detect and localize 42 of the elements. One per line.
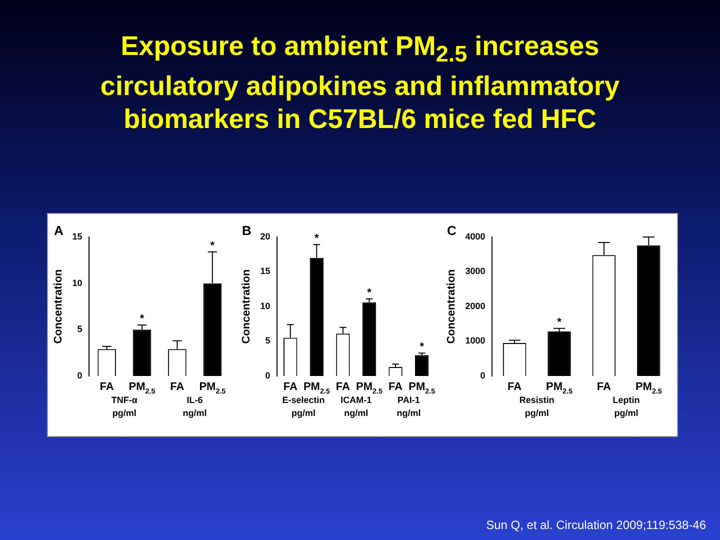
text: Resistin pg/ml [519,395,554,418]
y-tick-label: 15 [72,231,82,242]
data-label: * [210,240,216,252]
y-tick-label: 0 [480,370,486,380]
text: IL-6 ng/ml [182,395,207,418]
text: ICAM-1 ng/ml [340,395,372,418]
y-tick-label: 10 [260,300,270,311]
chart-subtitle: C [447,223,457,238]
y-tick-label: 1000 [465,336,486,346]
x-tick-label: FA [336,381,350,393]
y-tick-label: 2000 [465,300,486,311]
chart-subtitle: B [242,223,252,238]
data-label: * [420,341,425,354]
y-tick-label: 0 [77,370,82,380]
y-tick-label: 10 [72,278,82,288]
chart-subtitle: A [54,223,64,238]
y-tick-label: 0 [265,370,270,380]
text: Exposure to ambient PM$_{2.5}$ increases circulatory adipokines and inflammatory biomarkers in C57BL/6 mice fed HFC [99,30,621,136]
y-tick-label: 5 [77,324,82,334]
x-tick-label: FA [388,381,403,393]
data-label: * [557,316,562,328]
x-tick-label: FA [508,381,522,393]
text: Sun Q, et al. Circulation 2009;119:538-46 [486,518,706,532]
y-axis-title: Concentration [52,268,65,344]
text: TNF-α pg/ml [111,395,138,418]
x-tick-label: FA [283,381,298,393]
text: E-selectin pg/ml [282,395,325,418]
y-tick-label: 4000 [465,231,486,242]
y-axis-title: Concentration [240,268,253,344]
x-tick-label: FA [100,381,114,393]
y-axis-title: Concentration [446,268,458,344]
y-tick-label: 3000 [465,266,486,276]
y-tick-label: 5 [265,336,270,346]
y-tick-label: 15 [260,266,270,276]
x-tick-label: FA [596,381,612,393]
x-tick-label: FA [170,381,184,393]
data-label: * [367,286,372,299]
y-tick-label: 20 [260,231,270,242]
data-label: * [314,232,320,245]
text: PAI-1 ng/ml [396,395,421,418]
text: Leptin pg/ml [612,395,640,418]
data-label: * [140,313,145,326]
